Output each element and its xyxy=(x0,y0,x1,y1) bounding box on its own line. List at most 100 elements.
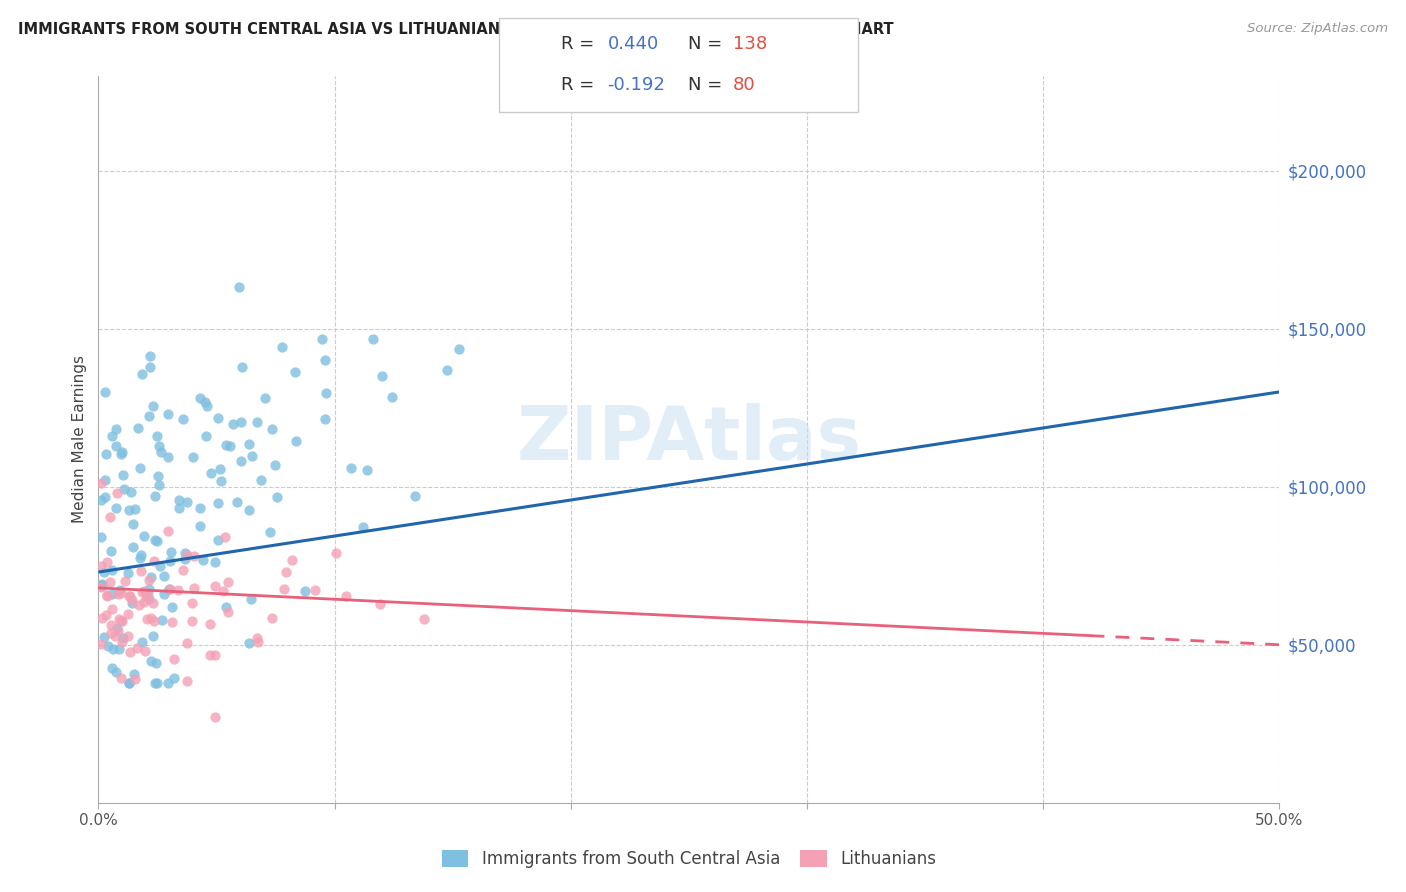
Point xyxy=(167,492,190,507)
Point xyxy=(246,632,269,646)
Point xyxy=(222,417,245,432)
Point xyxy=(157,450,180,464)
Point xyxy=(194,395,217,409)
Point xyxy=(98,510,121,524)
Point xyxy=(211,475,233,489)
Point xyxy=(118,589,141,603)
Point xyxy=(356,463,378,477)
Point xyxy=(157,407,180,421)
Point xyxy=(108,612,131,626)
Text: 138: 138 xyxy=(733,35,766,53)
Point xyxy=(94,473,117,487)
Point xyxy=(112,482,135,496)
Point xyxy=(108,642,131,657)
Text: -0.192: -0.192 xyxy=(607,77,665,95)
Point xyxy=(294,583,316,598)
Point xyxy=(271,340,294,354)
Point xyxy=(215,599,238,614)
Point xyxy=(335,589,357,603)
Point xyxy=(96,588,118,602)
Point xyxy=(132,528,155,542)
Text: R =: R = xyxy=(561,77,600,95)
Point xyxy=(131,584,153,599)
Point xyxy=(207,533,229,547)
Point xyxy=(104,439,127,453)
Point xyxy=(142,554,165,568)
Point xyxy=(368,597,391,611)
Point xyxy=(157,524,180,538)
Point xyxy=(107,624,129,639)
Point xyxy=(107,486,129,500)
Point xyxy=(352,520,374,534)
Point xyxy=(111,615,134,629)
Point xyxy=(153,569,176,583)
Point xyxy=(217,574,239,589)
Point xyxy=(112,468,135,483)
Point xyxy=(120,484,142,499)
Point xyxy=(139,349,162,363)
Point xyxy=(124,501,146,516)
Point xyxy=(176,549,198,563)
Point xyxy=(172,563,194,577)
Point xyxy=(136,589,159,603)
Point xyxy=(118,675,141,690)
Point xyxy=(138,574,160,588)
Point xyxy=(100,544,122,558)
Point xyxy=(121,592,143,607)
Point xyxy=(124,672,146,686)
Point xyxy=(159,582,181,596)
Point xyxy=(131,367,153,381)
Point xyxy=(163,652,186,666)
Point xyxy=(97,640,120,654)
Point xyxy=(262,422,284,436)
Point xyxy=(146,534,169,549)
Point xyxy=(281,553,304,567)
Point xyxy=(160,545,183,559)
Point xyxy=(204,709,226,723)
Point xyxy=(381,390,404,404)
Point xyxy=(132,584,155,599)
Point xyxy=(215,438,238,452)
Point xyxy=(101,661,124,675)
Point xyxy=(110,447,132,461)
Point xyxy=(128,460,150,475)
Point xyxy=(266,490,288,504)
Point xyxy=(231,359,253,374)
Point xyxy=(96,607,118,622)
Point xyxy=(100,625,122,640)
Point xyxy=(94,447,117,461)
Point xyxy=(100,618,122,632)
Point xyxy=(284,365,307,379)
Point xyxy=(259,525,281,540)
Point xyxy=(304,583,326,598)
Point xyxy=(436,362,458,376)
Point xyxy=(167,582,190,597)
Point xyxy=(103,642,125,657)
Point xyxy=(93,630,115,644)
Point xyxy=(188,501,211,516)
Point xyxy=(238,636,260,650)
Point xyxy=(104,665,127,679)
Point xyxy=(172,412,194,426)
Point xyxy=(129,564,152,578)
Point xyxy=(195,400,218,414)
Text: R =: R = xyxy=(561,35,600,53)
Point xyxy=(240,449,263,463)
Point xyxy=(207,410,229,425)
Point xyxy=(139,360,162,375)
Point xyxy=(122,516,145,531)
Point xyxy=(112,632,135,646)
Point xyxy=(94,490,117,504)
Point xyxy=(138,582,160,596)
Point xyxy=(127,641,149,656)
Point xyxy=(176,674,198,689)
Point xyxy=(96,555,118,569)
Point xyxy=(110,585,132,599)
Point xyxy=(207,495,229,509)
Point xyxy=(146,675,169,690)
Text: IMMIGRANTS FROM SOUTH CENTRAL ASIA VS LITHUANIAN MEDIAN MALE EARNINGS CORRELATIO: IMMIGRANTS FROM SOUTH CENTRAL ASIA VS LI… xyxy=(18,22,894,37)
Point xyxy=(101,563,124,577)
Point xyxy=(218,439,240,453)
Point xyxy=(143,490,166,504)
Point xyxy=(138,592,160,607)
